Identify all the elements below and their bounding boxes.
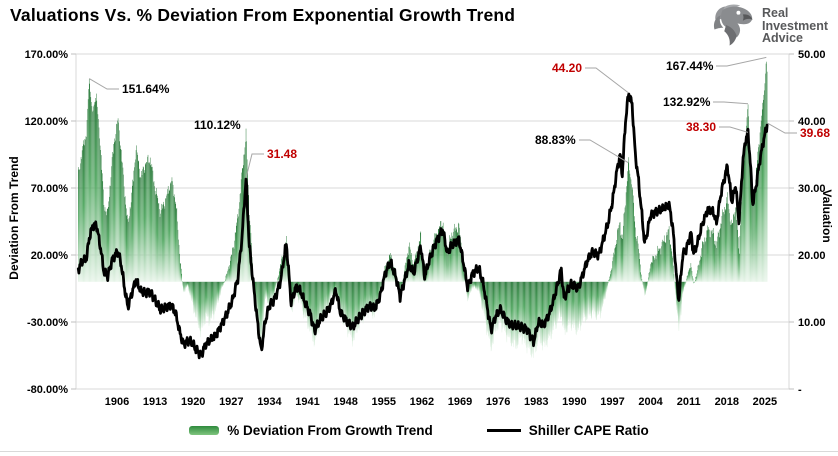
annotation-leader-line xyxy=(713,101,749,105)
annotation-leader-line xyxy=(716,56,767,67)
x-tick-label: 1913 xyxy=(143,396,167,408)
right-axis-title: Valuation xyxy=(820,189,834,243)
y-left-tick-label: -80.00% xyxy=(27,384,68,396)
y-left-tick-label: 20.00% xyxy=(31,250,69,262)
x-tick-label: 1941 xyxy=(295,396,319,408)
x-tick-label: 1976 xyxy=(486,396,510,408)
y-right-tick-label: 20.00 xyxy=(798,250,826,262)
cape-line-series xyxy=(76,92,769,360)
brand-logo: Real Investment Advice xyxy=(711,3,828,49)
annotation-leader-line xyxy=(245,153,264,179)
bottom-border xyxy=(0,451,838,452)
annotation-leader-line xyxy=(579,139,629,164)
x-tick-label: 1962 xyxy=(410,396,434,408)
annotation-label: 132.92% xyxy=(663,95,711,109)
annotation-label: 39.68 xyxy=(800,126,831,140)
x-tick-label: 1983 xyxy=(524,396,548,408)
brand-name: Real Investment Advice xyxy=(762,7,828,45)
annotation-leader-line xyxy=(719,126,749,133)
brand-name-line: Investment xyxy=(762,18,828,33)
x-tick-label: 1997 xyxy=(600,396,624,408)
legend-item-cape: Shiller CAPE Ratio xyxy=(486,423,649,438)
deviation-bars-series xyxy=(78,61,768,358)
y-right-tick-label: 30.00 xyxy=(798,183,826,195)
legend: % Deviation From Growth Trend Shiller CA… xyxy=(0,423,838,438)
x-tick-label: 1948 xyxy=(333,396,357,408)
x-tick-label: 2011 xyxy=(677,396,701,408)
x-tick-label: 2025 xyxy=(753,396,777,408)
y-left-tick-label: 170.00% xyxy=(25,49,69,61)
x-tick-label: 1927 xyxy=(219,396,243,408)
x-tick-label: 1969 xyxy=(448,396,472,408)
annotation-label: 88.83% xyxy=(535,133,576,147)
y-left-tick-label: 70.00% xyxy=(31,183,69,195)
legend-swatch-line-icon xyxy=(486,428,521,433)
left-axis-title: Deviation From Trend xyxy=(7,156,21,280)
x-tick-label: 2004 xyxy=(638,396,663,408)
x-tick-label: 1920 xyxy=(181,396,205,408)
annotation-label: 167.44% xyxy=(666,59,714,73)
annotation-label: 38.30 xyxy=(686,120,717,134)
y-right-tick-label: 10.00 xyxy=(798,317,826,329)
brand-name-line: Real xyxy=(762,5,789,20)
x-tick-label: 1955 xyxy=(372,396,396,408)
brand-name-line: Advice xyxy=(762,31,803,46)
annotation-leader-line xyxy=(585,67,629,94)
y-right-tick-label: 50.00 xyxy=(798,49,826,61)
legend-label-cape: Shiller CAPE Ratio xyxy=(528,423,649,438)
chart-title: Valuations Vs. % Deviation From Exponent… xyxy=(10,5,516,25)
x-tick-label: 1990 xyxy=(562,396,586,408)
annotation-label: 31.48 xyxy=(267,147,298,161)
y-right-tick-label: - xyxy=(798,384,802,396)
annotation-label: 151.64% xyxy=(122,82,170,96)
x-tick-label: 2018 xyxy=(715,396,739,408)
y-right-tick-label: 40.00 xyxy=(798,116,826,128)
annotation-label: 44.20 xyxy=(552,61,583,75)
annotation-leader-line xyxy=(767,122,797,134)
eagle-icon xyxy=(713,4,753,46)
legend-item-deviation: % Deviation From Growth Trend xyxy=(189,423,433,438)
annotation-label: 110.12% xyxy=(194,118,241,132)
y-left-tick-label: -30.00% xyxy=(27,317,68,329)
legend-swatch-bar-icon xyxy=(189,426,220,435)
gridlines xyxy=(71,53,794,390)
x-tick-label: 1906 xyxy=(105,396,129,408)
y-left-tick-label: 120.00% xyxy=(25,116,69,128)
annotation-leader-line xyxy=(88,78,119,90)
x-tick-label: 1934 xyxy=(257,396,282,408)
legend-label-deviation: % Deviation From Growth Trend xyxy=(227,423,433,438)
